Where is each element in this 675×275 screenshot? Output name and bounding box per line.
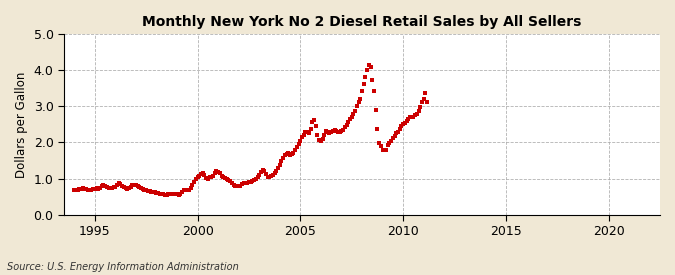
Text: Source: U.S. Energy Information Administration: Source: U.S. Energy Information Administ… — [7, 262, 238, 272]
Title: Monthly New York No 2 Diesel Retail Sales by All Sellers: Monthly New York No 2 Diesel Retail Sale… — [142, 15, 582, 29]
Y-axis label: Dollars per Gallon: Dollars per Gallon — [15, 71, 28, 178]
